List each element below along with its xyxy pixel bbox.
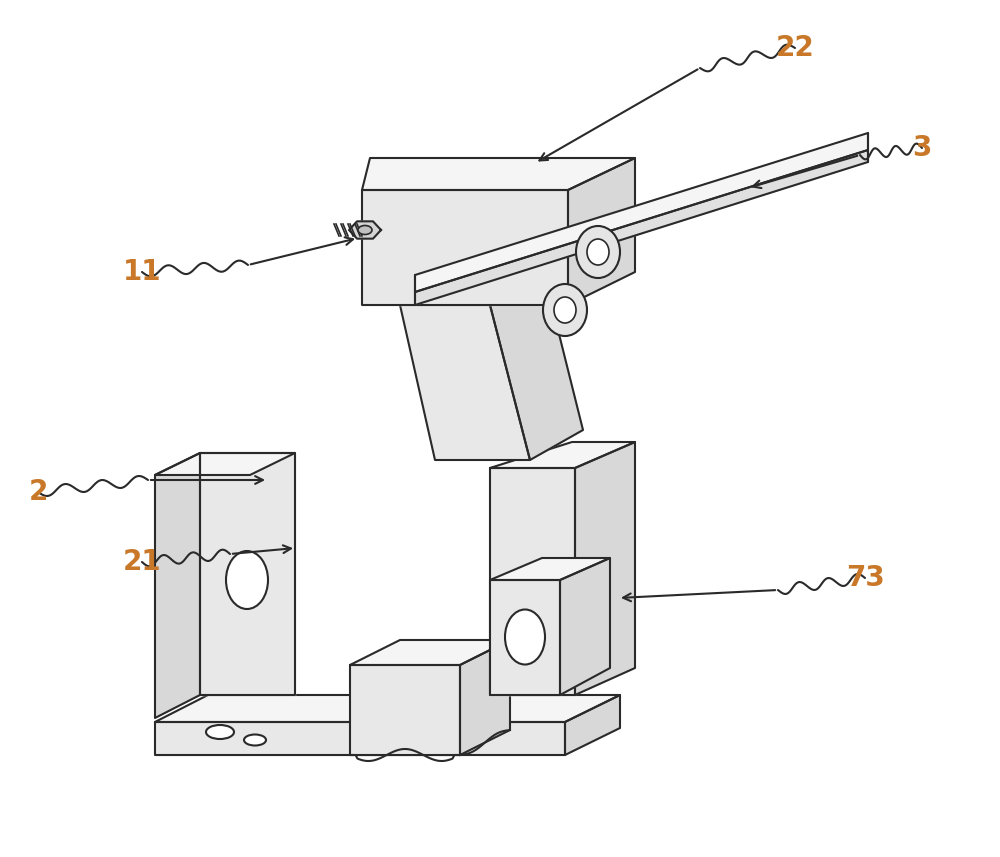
Text: 3: 3: [912, 134, 932, 162]
Ellipse shape: [244, 734, 266, 746]
Polygon shape: [155, 453, 295, 475]
Ellipse shape: [587, 239, 609, 265]
Polygon shape: [200, 453, 295, 695]
Polygon shape: [460, 640, 510, 755]
Polygon shape: [350, 665, 460, 755]
Polygon shape: [568, 158, 635, 305]
Polygon shape: [565, 695, 620, 755]
Polygon shape: [490, 468, 575, 695]
Text: 22: 22: [776, 34, 814, 62]
Polygon shape: [155, 453, 200, 718]
Polygon shape: [349, 221, 381, 238]
Ellipse shape: [206, 725, 234, 739]
Polygon shape: [490, 580, 560, 695]
Text: 11: 11: [123, 258, 161, 286]
Polygon shape: [155, 695, 620, 722]
Ellipse shape: [226, 551, 268, 609]
Polygon shape: [490, 558, 610, 580]
Text: 2: 2: [28, 478, 48, 506]
Text: 21: 21: [123, 548, 161, 576]
Ellipse shape: [505, 609, 545, 664]
Ellipse shape: [543, 284, 587, 336]
Polygon shape: [415, 150, 868, 305]
Polygon shape: [155, 722, 565, 755]
Polygon shape: [415, 133, 868, 292]
Polygon shape: [560, 558, 610, 695]
Text: 73: 73: [846, 564, 884, 592]
Polygon shape: [490, 442, 635, 468]
Polygon shape: [350, 640, 510, 665]
Polygon shape: [575, 442, 635, 695]
Ellipse shape: [554, 297, 576, 323]
Ellipse shape: [576, 226, 620, 278]
Polygon shape: [400, 305, 530, 460]
Polygon shape: [362, 190, 568, 305]
Polygon shape: [490, 278, 583, 460]
Polygon shape: [362, 158, 635, 190]
Ellipse shape: [358, 225, 372, 235]
